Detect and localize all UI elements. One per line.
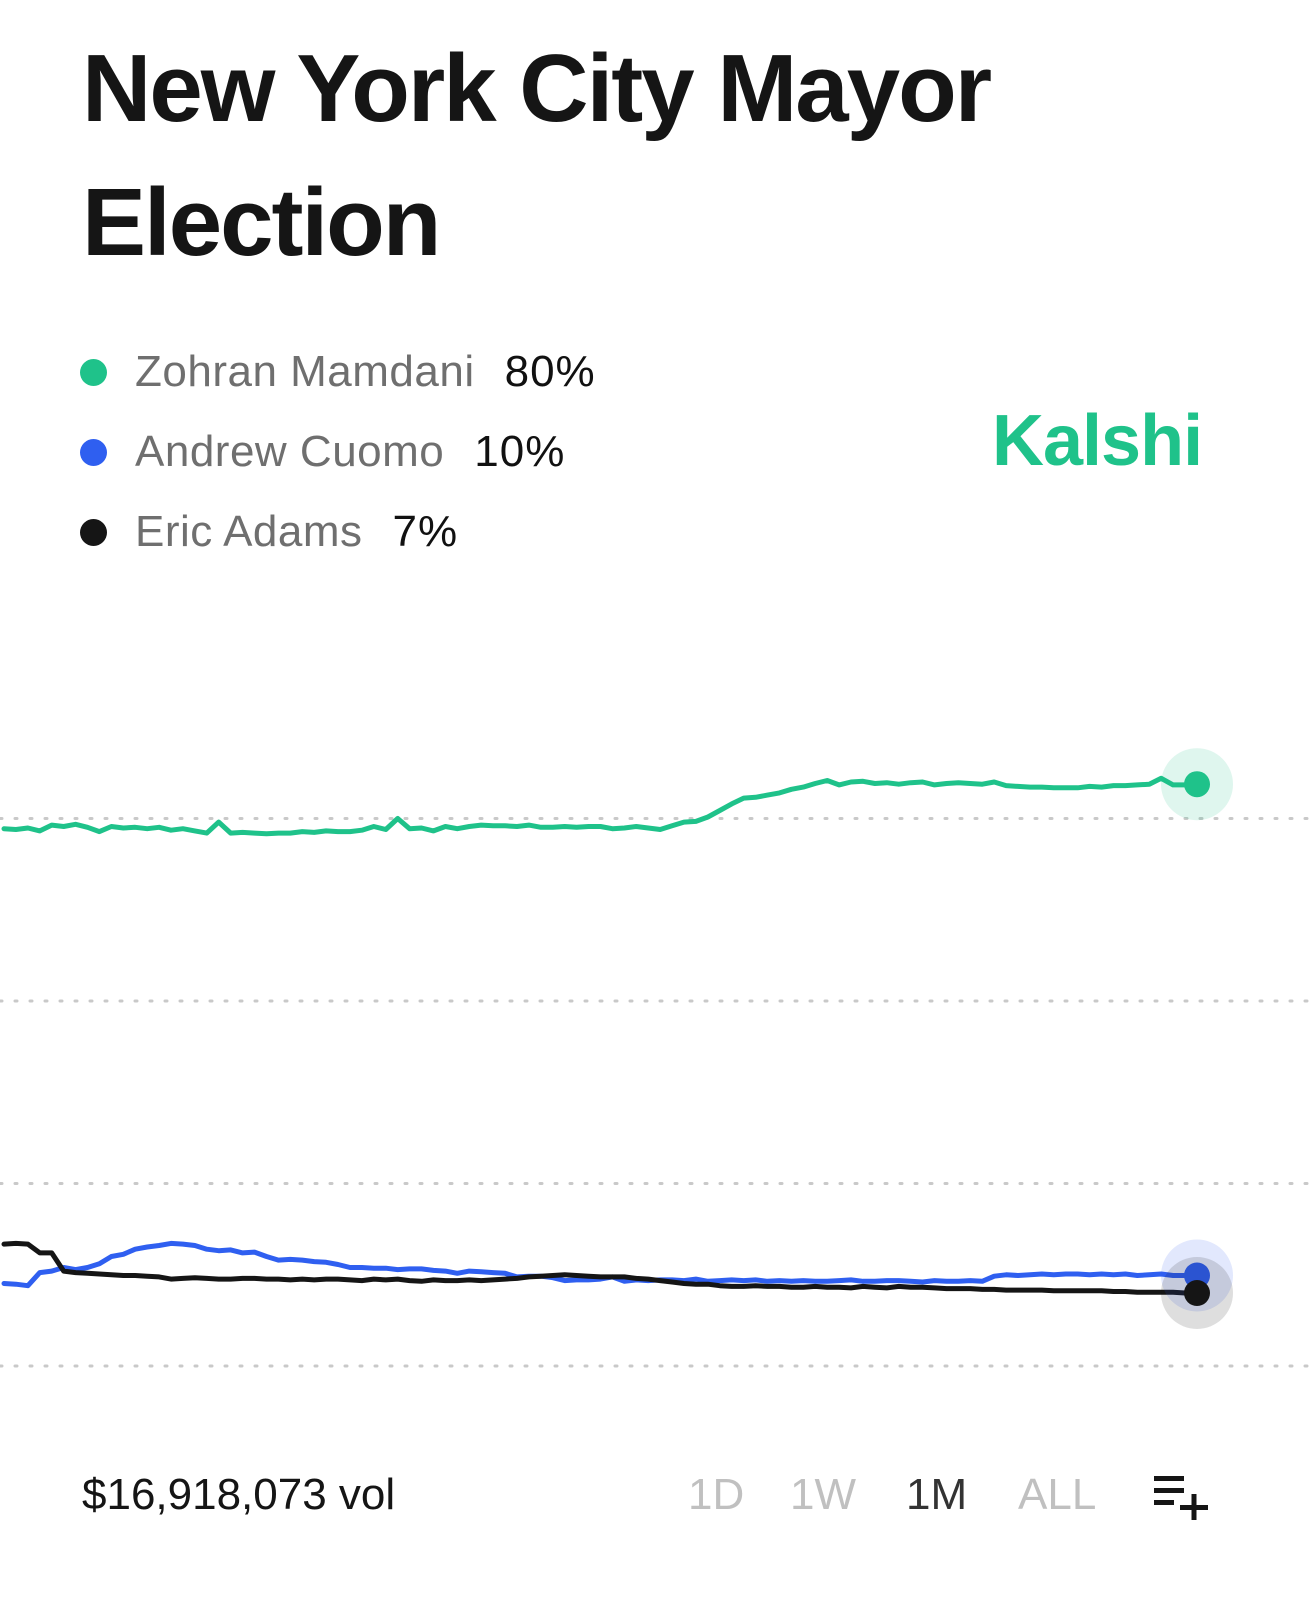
chart-series [1,775,1200,1296]
series-line-eric-adams [1,1240,1200,1296]
chart-legend: Zohran Mamdani 80% Andrew Cuomo 10% Eric… [80,332,596,572]
legend-candidate-name: Eric Adams [135,507,363,556]
chart-footer: $16,918,073 vol 1D 1W 1M ALL [0,1460,1312,1540]
legend-candidate-percent: 10% [474,427,566,476]
page-title: New York City Mayor Election [82,35,992,276]
legend-candidate-percent: 80% [504,347,596,396]
range-button-1m[interactable]: 1M [906,1470,968,1519]
volume-label: $16,918,073 vol [82,1470,396,1519]
price-history-chart[interactable] [0,600,1312,1420]
legend-candidate-name: Zohran Mamdani [135,347,475,396]
range-button-1d[interactable]: 1D [688,1470,745,1519]
legend-item-adams[interactable]: Eric Adams 7% [80,492,596,572]
range-button-1w[interactable]: 1W [790,1470,856,1519]
brand-logo: Kalshi [992,401,1203,481]
end-marker-dot[interactable] [1184,1280,1210,1306]
legend-candidate-name: Andrew Cuomo [135,427,445,476]
legend-item-cuomo[interactable]: Andrew Cuomo 10% [80,412,596,492]
end-marker-dot[interactable] [1184,771,1210,798]
series-dot-icon [80,518,107,546]
legend-candidate-percent: 7% [392,507,459,556]
chart-end-markers [1161,748,1233,1329]
playlist-add-icon[interactable] [1152,1474,1212,1520]
series-dot-icon [80,438,107,466]
legend-item-mamdani[interactable]: Zohran Mamdani 80% [80,332,596,412]
series-dot-icon [80,358,107,386]
range-button-all[interactable]: ALL [1018,1470,1097,1519]
series-line-zohran-mamdani [1,775,1200,837]
chart-gridlines [0,817,1312,1368]
